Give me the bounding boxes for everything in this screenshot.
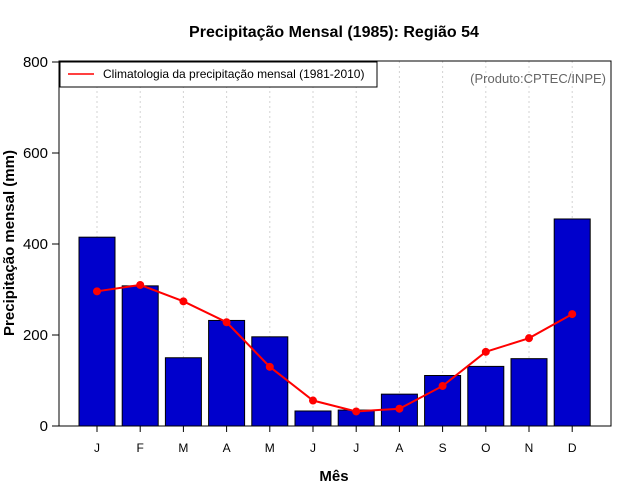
credit-annotation: (Produto:CPTEC/INPE): [470, 71, 606, 86]
x-axis-label: Mês: [319, 468, 348, 485]
y-tick-label: 400: [23, 236, 48, 253]
climatology-point: [265, 362, 274, 371]
x-tick-label: A: [395, 441, 403, 455]
x-tick-label: A: [223, 441, 231, 455]
legend-entry-climatology: Climatologia da precipitação mensal (198…: [103, 67, 364, 81]
x-tick-label: M: [265, 441, 275, 455]
chart-title: Precipitação Mensal (1985): Região 54: [189, 24, 479, 41]
y-axis: 0 200 400 600 800: [23, 54, 59, 435]
climatology-point: [568, 310, 577, 319]
x-tick-label: J: [353, 441, 359, 455]
climatology-point: [136, 280, 145, 289]
x-tick-label: J: [94, 441, 100, 455]
climatology-point: [395, 404, 404, 413]
climatology-point: [525, 334, 533, 343]
x-tick-label: J: [310, 441, 316, 455]
x-tick-label: F: [137, 441, 144, 455]
climatology-point: [438, 381, 447, 390]
y-tick-label: 600: [23, 145, 48, 162]
y-axis-label: Precipitação mensal (mm): [1, 150, 18, 336]
climatology-point: [222, 318, 231, 327]
bar: [164, 357, 202, 427]
bars-layer: [78, 218, 591, 427]
y-tick-label: 0: [40, 418, 48, 435]
climatology-point: [309, 396, 317, 405]
y-tick-label: 800: [23, 54, 48, 71]
x-tick-label: N: [525, 441, 534, 455]
bar: [510, 358, 548, 427]
climatology-point: [352, 407, 361, 416]
bar: [251, 336, 289, 427]
grid-layer: [96, 61, 573, 426]
bar: [294, 410, 332, 427]
bar: [208, 319, 246, 427]
bar: [553, 218, 591, 427]
climatology-point: [481, 347, 490, 356]
climatology-point: [179, 297, 188, 306]
climatology-line-layer: [93, 280, 577, 416]
x-tick-label: M: [178, 441, 188, 455]
y-tick-label: 200: [23, 327, 48, 344]
x-tick-label: O: [481, 441, 490, 455]
bar: [78, 236, 116, 427]
bar: [121, 285, 159, 427]
bar: [467, 365, 505, 427]
legend: Climatologia da precipitação mensal (198…: [59, 61, 378, 88]
x-tick-label: S: [439, 441, 447, 455]
x-tick-label: D: [568, 441, 577, 455]
legend-box: [59, 61, 378, 88]
climatology-point: [93, 287, 101, 296]
climatology-line: [96, 283, 573, 413]
